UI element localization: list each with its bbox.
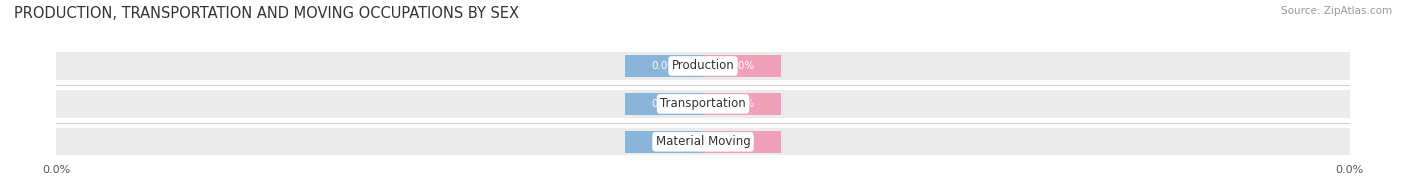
Text: Transportation: Transportation xyxy=(661,97,745,110)
Bar xyxy=(626,55,703,77)
Bar xyxy=(56,90,1350,118)
Text: PRODUCTION, TRANSPORTATION AND MOVING OCCUPATIONS BY SEX: PRODUCTION, TRANSPORTATION AND MOVING OC… xyxy=(14,6,519,21)
Text: 0.0%: 0.0% xyxy=(728,61,755,71)
Bar xyxy=(703,55,780,77)
Text: 0.0%: 0.0% xyxy=(651,99,678,109)
Text: 0.0%: 0.0% xyxy=(651,61,678,71)
Bar xyxy=(703,131,780,153)
Bar xyxy=(626,131,703,153)
Bar xyxy=(56,52,1350,80)
Text: Material Moving: Material Moving xyxy=(655,135,751,148)
Bar xyxy=(626,93,703,115)
Text: 0.0%: 0.0% xyxy=(728,99,755,109)
Bar xyxy=(56,128,1350,155)
Text: 0.0%: 0.0% xyxy=(728,137,755,147)
Bar xyxy=(703,93,780,115)
Text: Source: ZipAtlas.com: Source: ZipAtlas.com xyxy=(1281,6,1392,16)
Text: 0.0%: 0.0% xyxy=(651,137,678,147)
Text: Production: Production xyxy=(672,60,734,73)
